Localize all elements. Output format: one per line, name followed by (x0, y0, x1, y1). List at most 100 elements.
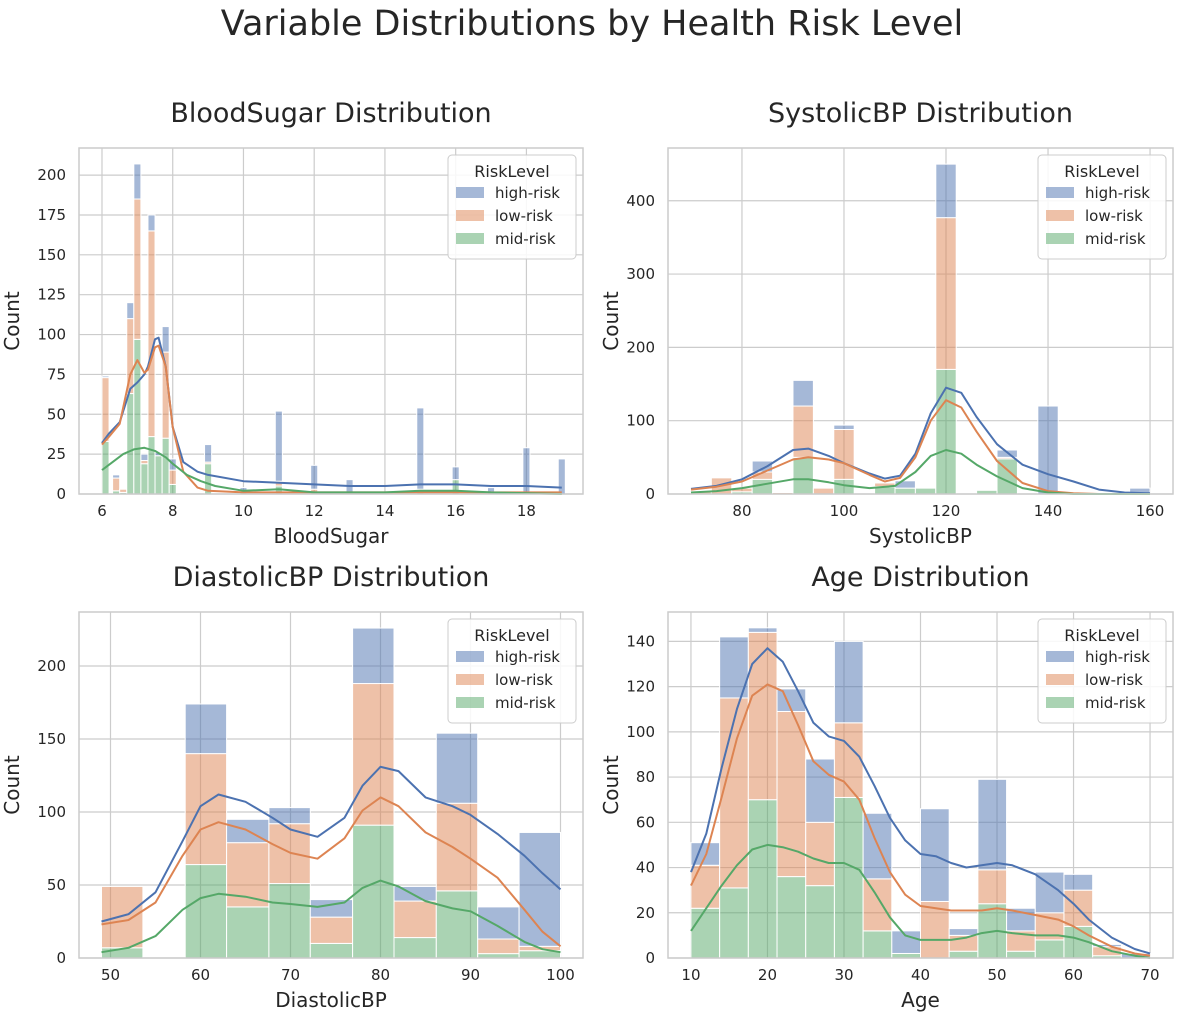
bar-high-risk (184, 703, 228, 755)
bar-mid-risk (948, 950, 979, 959)
figure-suptitle: Variable Distributions by Health Risk Le… (220, 4, 964, 44)
x-axis-label: BloodSugar (274, 524, 390, 548)
y-tick-label: 200 (626, 338, 655, 356)
legend-label-low-risk: low-risk (495, 207, 553, 225)
y-tick-label: 100 (626, 723, 655, 741)
y-tick-label: 50 (47, 405, 66, 423)
legend-swatch-mid-risk (1046, 697, 1074, 708)
y-tick-label: 0 (56, 949, 66, 967)
y-tick-label: 25 (47, 445, 66, 463)
legend-swatch-low-risk (1046, 674, 1074, 685)
legend-swatch-high-risk (456, 651, 484, 662)
axes-frame (78, 147, 584, 495)
x-tick-label: 50 (101, 966, 120, 984)
y-tick-labels: 0 25 50 75 100 125 150 175 200 (37, 166, 66, 503)
bar-high-risk (147, 214, 156, 232)
legend-label-mid-risk: mid-risk (495, 230, 556, 248)
legend: RiskLevel high-risk low-risk mid-risk (1037, 618, 1167, 724)
legend-title: RiskLevel (474, 626, 549, 645)
x-tick-label: 70 (1140, 966, 1159, 984)
legend-title: RiskLevel (1064, 162, 1139, 181)
bar-high-risk (352, 627, 395, 685)
y-tick-label: 100 (37, 326, 66, 344)
y-axis-label: Count (0, 755, 24, 815)
legend: RiskLevel high-risk low-risk mid-risk (447, 154, 577, 260)
bar-low-risk (184, 753, 228, 866)
kde-line-mid-risk (690, 843, 1151, 959)
bar-high-risk (451, 466, 460, 481)
bar-high-risk (747, 627, 778, 633)
bar-high-risk (101, 375, 110, 379)
bar-low-risk (805, 821, 835, 887)
x-tick-label: 12 (305, 502, 324, 520)
y-tick-label: 80 (636, 768, 655, 786)
kde-line-high-risk (690, 386, 1151, 495)
kde-line-high-risk (101, 336, 562, 489)
x-tick-label: 80 (732, 502, 751, 520)
bar-high-risk (948, 928, 979, 936)
bar-mid-risk (862, 930, 893, 959)
legend-label-high-risk: high-risk (1085, 184, 1150, 202)
legend-swatch-low-risk (1046, 210, 1074, 221)
x-tick-label: 60 (1064, 966, 1083, 984)
bar-low-risk (690, 864, 721, 909)
kde-line-mid-risk (101, 879, 561, 954)
x-tick-label: 90 (461, 966, 480, 984)
kde-line-mid-risk (690, 449, 1150, 495)
legend-label-high-risk: high-risk (1085, 648, 1150, 666)
bar-high-risk (891, 930, 922, 954)
kde-line-low-risk (690, 683, 1151, 957)
x-tick-label: 140 (1034, 502, 1063, 520)
y-tick-label: 200 (37, 166, 66, 184)
kde-lines (690, 647, 1151, 959)
y-tick-label: 0 (56, 485, 66, 503)
y-tick-label: 100 (626, 412, 655, 430)
kde-line-low-risk (690, 399, 1150, 495)
kde-lines (101, 765, 562, 954)
x-tick-labels: 80 100 120 140 160 (732, 502, 1164, 520)
bar-high-risk (833, 640, 864, 724)
legend: RiskLevel high-risk low-risk mid-risk (447, 618, 577, 724)
bar-mid-risk (805, 885, 835, 959)
bar-mid-risk (184, 864, 228, 959)
y-tick-label: 125 (37, 286, 66, 304)
bar-low-risk (309, 916, 354, 944)
y-tick-label: 300 (626, 265, 655, 283)
x-tick-label: 100 (546, 966, 575, 984)
bar-high-risk (310, 464, 319, 490)
y-tick-labels: 0 100 200 300 400 (626, 192, 655, 503)
bar-high-risk (894, 480, 916, 489)
bar-low-risk (747, 631, 778, 801)
x-tick-label: 20 (758, 966, 777, 984)
y-axis-label: Count (0, 291, 24, 351)
y-tick-label: 60 (636, 813, 655, 831)
bar-low-risk (776, 711, 807, 878)
bar-mid-risk (690, 907, 721, 959)
bar-high-risk (416, 407, 425, 490)
x-tick-labels: 10 20 30 40 50 60 70 (681, 966, 1159, 984)
bar-mid-risk (1034, 939, 1065, 959)
bar-high-risk (204, 444, 213, 463)
x-tick-label: 40 (911, 966, 930, 984)
x-tick-label: 160 (1136, 502, 1165, 520)
chart-title: BloodSugar Distribution (170, 98, 491, 129)
kde-line-high-risk (690, 647, 1151, 955)
kde-lines (101, 336, 562, 495)
bar-high-risk (435, 732, 479, 804)
x-tick-label: 100 (830, 502, 859, 520)
legend-title: RiskLevel (474, 162, 549, 181)
bar-mid-risk (776, 876, 807, 959)
y-tick-labels: 0 50 100 150 200 (37, 657, 66, 967)
bar-high-risk (133, 163, 142, 200)
x-tick-label: 10 (234, 502, 253, 520)
axes-frame (78, 611, 584, 959)
kde-lines (690, 386, 1151, 495)
y-tick-label: 0 (645, 949, 655, 967)
x-tick-label: 30 (834, 966, 853, 984)
legend-swatch-high-risk (1046, 187, 1074, 198)
y-tick-label: 0 (645, 485, 655, 503)
